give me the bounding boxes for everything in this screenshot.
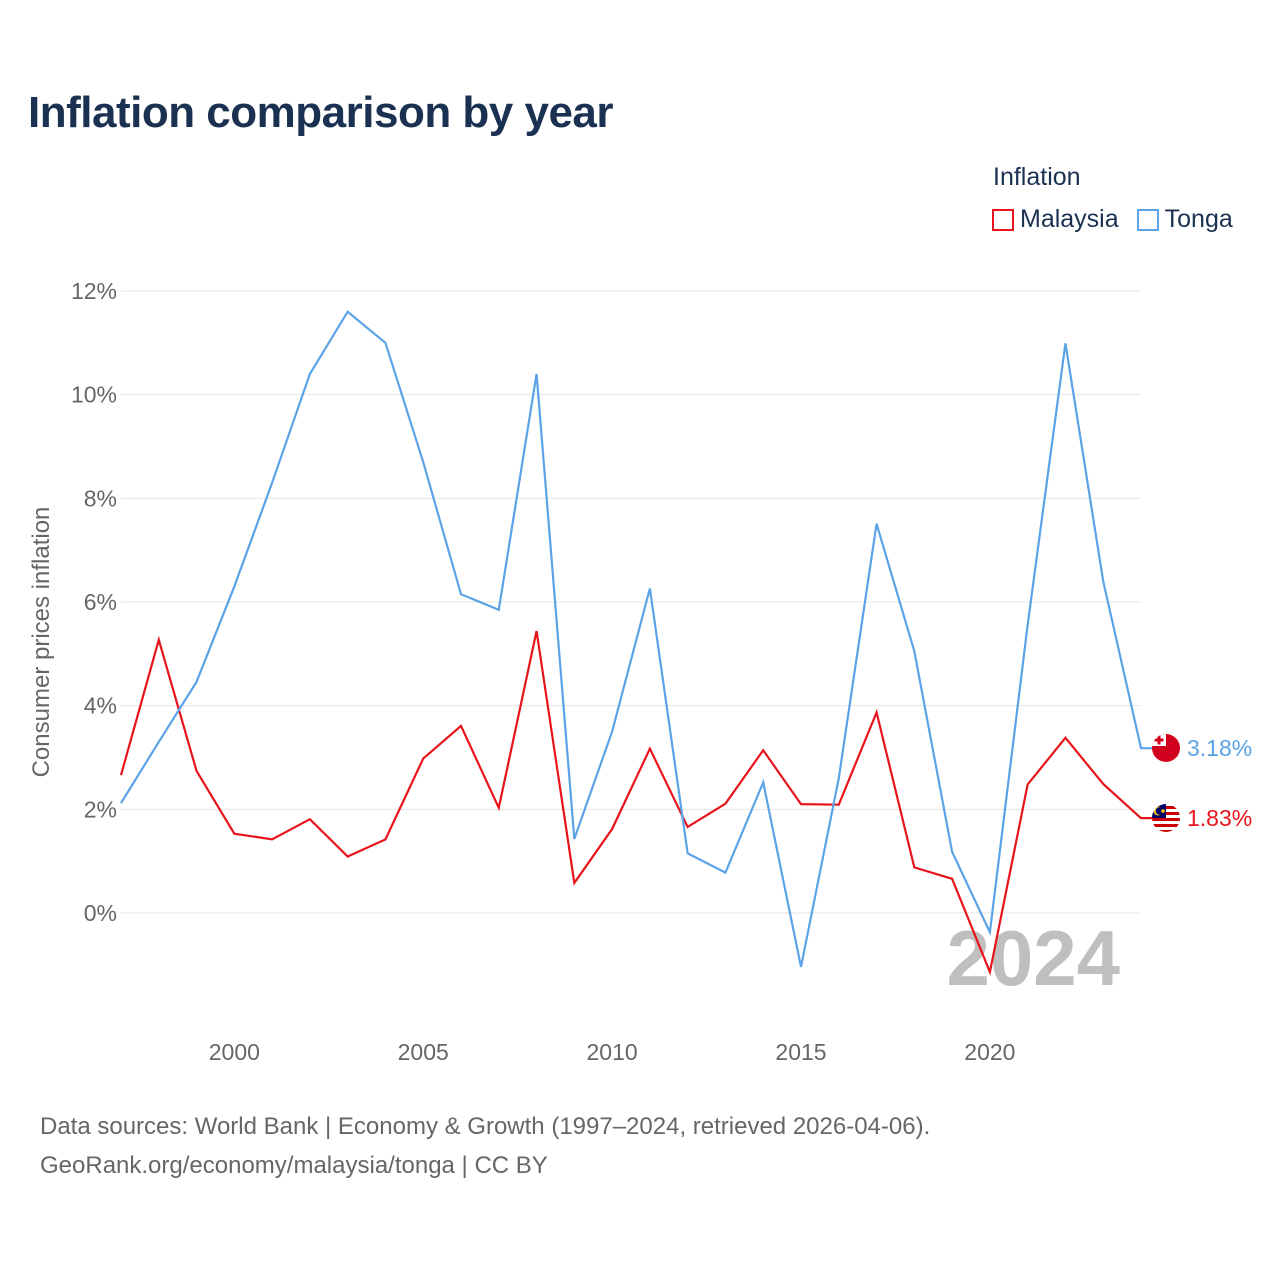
legend-label-malaysia: Malaysia bbox=[1020, 205, 1119, 233]
legend-title: Inflation bbox=[993, 163, 1081, 191]
y-tick-label: 2% bbox=[84, 796, 117, 822]
series-lines: 1.83% 3.18% bbox=[119, 310, 1252, 976]
source-line-2: GeoRank.org/economy/malaysia/tonga | CC … bbox=[40, 1152, 548, 1179]
series-line-malaysia[interactable] bbox=[119, 630, 1158, 976]
year-watermark: 2024 bbox=[946, 914, 1120, 1002]
x-tick-label: 2010 bbox=[587, 1039, 638, 1065]
source-note: Data sources: World Bank | Economy & Gro… bbox=[40, 1107, 930, 1185]
malaysia-flag-icon bbox=[1152, 804, 1180, 832]
y-tick-label: 8% bbox=[84, 485, 117, 511]
x-tick-label: 2015 bbox=[775, 1039, 826, 1065]
series-line-tonga[interactable] bbox=[120, 310, 1158, 968]
y-tick-label: 4% bbox=[84, 693, 117, 719]
end-label-malaysia: 1.83% bbox=[1187, 805, 1252, 831]
chart-title: Inflation comparison by year bbox=[28, 88, 614, 137]
x-tick-label: 2005 bbox=[398, 1039, 449, 1065]
x-tick-label: 2020 bbox=[964, 1039, 1015, 1065]
y-tick-label: 0% bbox=[84, 900, 117, 926]
y-axis-ticks: 12% 10% 8% 6% 4% 2% 0% bbox=[71, 278, 117, 926]
grid-lines bbox=[121, 290, 1141, 914]
tonga-flag-icon bbox=[1152, 734, 1180, 762]
x-axis-ticks: 2000 2005 2010 2015 2020 bbox=[209, 1039, 1016, 1065]
y-tick-label: 6% bbox=[84, 589, 117, 615]
source-line-1: Data sources: World Bank | Economy & Gro… bbox=[40, 1113, 931, 1140]
end-label-tonga: 3.18% bbox=[1187, 735, 1252, 761]
legend-item-tonga[interactable]: Tonga bbox=[1136, 205, 1233, 234]
legend: Malaysia Tonga bbox=[992, 205, 1251, 234]
legend-swatch-tonga bbox=[1136, 208, 1159, 231]
y-tick-label: 12% bbox=[71, 278, 117, 304]
x-tick-label: 2000 bbox=[209, 1039, 260, 1065]
legend-swatch-malaysia bbox=[992, 208, 1014, 231]
legend-item-malaysia[interactable]: Malaysia bbox=[992, 205, 1119, 234]
y-tick-label: 10% bbox=[71, 382, 117, 408]
legend-label-tonga: Tonga bbox=[1164, 205, 1233, 233]
